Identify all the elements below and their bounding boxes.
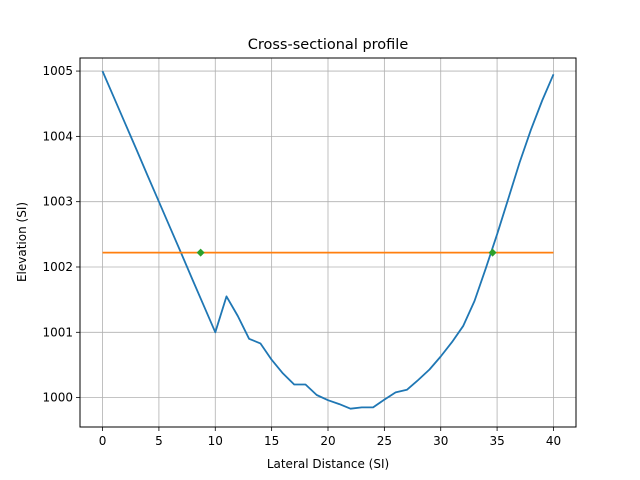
- x-axis-label: Lateral Distance (SI): [267, 457, 389, 471]
- grid: [80, 58, 576, 427]
- x-tick-label: 15: [264, 434, 279, 448]
- x-tick-label: 0: [99, 434, 107, 448]
- x-tick-label: 10: [208, 434, 223, 448]
- profile-line: [101, 70, 555, 410]
- x-tick-label: 25: [377, 434, 392, 448]
- y-tick-label: 1004: [42, 129, 73, 143]
- y-tick-label: 1002: [42, 260, 73, 274]
- x-tick-label: 5: [155, 434, 163, 448]
- y-tick-label: 1001: [42, 325, 73, 339]
- x-tick-label: 30: [433, 434, 448, 448]
- chart-title: Cross-sectional profile: [248, 37, 409, 53]
- y-tick-label: 1005: [42, 64, 73, 78]
- axis-ticks: 0 5 10 15 20 25 30 35 40 1000 1001 1002 1003 1004 1005: [42, 64, 561, 448]
- y-tick-label: 1000: [42, 391, 73, 405]
- x-tick-label: 20: [320, 434, 335, 448]
- intersection-marker: [196, 248, 205, 257]
- y-tick-label: 1003: [42, 195, 73, 209]
- plot-series: [101, 70, 555, 410]
- intersection-marker: [488, 248, 497, 257]
- y-axis-label: Elevation (SI): [15, 202, 29, 282]
- x-tick-label: 40: [546, 434, 561, 448]
- x-tick-label: 35: [489, 434, 504, 448]
